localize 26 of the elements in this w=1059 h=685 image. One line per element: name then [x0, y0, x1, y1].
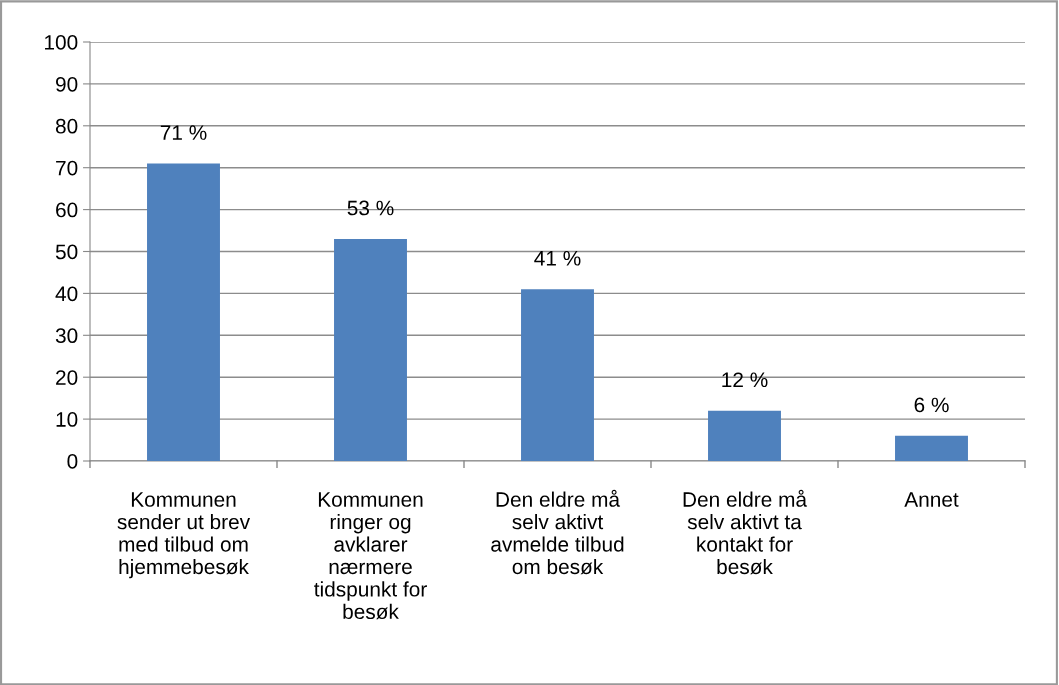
data-label: 12 % [722, 372, 768, 388]
y-tick-label: 90 [56, 76, 78, 92]
bar [521, 289, 594, 461]
y-tick-label: 100 [45, 35, 78, 50]
y-tick-label: 80 [55, 118, 78, 134]
x-tick-label: Den eldre må selv aktivt ta kontakt for besøk [683, 489, 808, 575]
y-tick-label: 70 [56, 160, 78, 176]
y-tick-label: 0 [67, 454, 78, 469]
bar [334, 238, 407, 461]
y-tick-label: 10 [56, 412, 78, 427]
y-tick-label: 60 [56, 202, 78, 218]
y-tick-label: 20 [56, 370, 78, 385]
data-label: 53 % [347, 200, 394, 216]
bar [708, 410, 781, 461]
y-tick-label: 40 [55, 286, 78, 302]
x-tick-label: Annet [904, 492, 959, 507]
data-label: 41 % [534, 250, 581, 266]
data-label: 71 % [160, 125, 207, 140]
y-tick-label: 30 [55, 328, 78, 344]
x-tick-label: Kommunen sender ut brev med tilbud om hjemmebesøk [117, 492, 251, 579]
bar [895, 435, 968, 461]
data-label: 6 % [914, 397, 949, 413]
y-tick-label: 50 [55, 244, 78, 260]
x-tick-label: Kommunen ringer og avklarer nærmere tidspunkt for besøk [314, 492, 427, 620]
x-tick-label: Den eldre må selv aktivt avmelde tilbud om besøk [491, 489, 624, 575]
bar [147, 163, 220, 461]
